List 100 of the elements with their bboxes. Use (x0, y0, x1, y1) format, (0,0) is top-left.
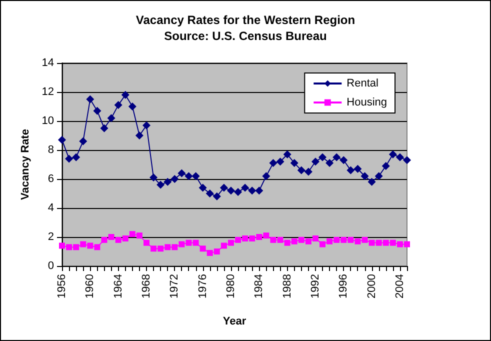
point (226, 186, 235, 195)
point (156, 180, 165, 189)
point (382, 240, 389, 246)
point (228, 240, 234, 246)
point (66, 244, 72, 250)
point (59, 242, 65, 249)
point (101, 236, 108, 243)
y-tick-label: 12 (42, 86, 54, 98)
point (72, 153, 80, 162)
point (73, 244, 80, 250)
point (404, 241, 410, 248)
x-tick-label: 1972 (168, 274, 181, 298)
point (283, 150, 292, 158)
point (340, 236, 347, 243)
legend-label: Rental (346, 78, 378, 90)
point (346, 166, 355, 174)
x-tick-label: 1984 (253, 274, 266, 298)
point (158, 246, 164, 252)
point (255, 186, 264, 195)
y-tick-label: 6 (48, 173, 54, 185)
point (128, 102, 136, 110)
x-axis-title: Year (222, 316, 247, 328)
point (58, 136, 66, 144)
point (290, 159, 298, 168)
point (320, 241, 326, 248)
point (115, 236, 122, 243)
point (235, 236, 242, 243)
point (121, 90, 130, 99)
point (396, 153, 404, 162)
point (93, 106, 102, 115)
point (143, 240, 150, 246)
point (150, 174, 158, 182)
point (291, 238, 298, 244)
point (234, 188, 242, 196)
point (172, 244, 178, 250)
point (206, 190, 214, 198)
point (298, 236, 304, 243)
point (262, 172, 270, 180)
point (312, 235, 318, 242)
point (214, 248, 220, 254)
x-tick-label: 1996 (338, 274, 350, 298)
point (348, 236, 354, 243)
point (198, 184, 207, 192)
x-tick-label: 1980 (224, 274, 237, 298)
point (256, 234, 262, 240)
y-tick-label: 8 (48, 144, 54, 156)
point (178, 169, 186, 178)
point (248, 186, 256, 195)
y-tick-label: 10 (42, 115, 54, 127)
x-tick-label: 1976 (196, 274, 209, 298)
y-tick-label: 0 (48, 260, 54, 272)
point (241, 184, 250, 192)
x-tick-label: 1956 (56, 274, 68, 298)
point (186, 240, 192, 246)
point (368, 178, 376, 186)
point (107, 114, 116, 122)
y-tick-label: 14 (42, 57, 54, 69)
point (249, 235, 256, 242)
point (304, 168, 312, 176)
point (122, 235, 128, 242)
y-axis-title: Vacancy Rate (19, 129, 32, 200)
point (390, 240, 396, 246)
point (318, 153, 327, 162)
point (269, 159, 278, 168)
point (297, 166, 306, 174)
point (334, 236, 340, 243)
point (263, 232, 270, 239)
y-tick-label: 4 (48, 202, 54, 214)
x-tick-label: 2000 (366, 274, 378, 298)
x-tick-label: 1964 (112, 274, 124, 298)
point (80, 241, 86, 248)
point (277, 236, 284, 243)
point (170, 175, 179, 183)
point (108, 234, 114, 240)
point (305, 238, 312, 244)
point (192, 240, 199, 246)
point (354, 164, 362, 173)
point (354, 238, 361, 244)
x-tick-label: 1968 (140, 274, 152, 298)
point (332, 153, 341, 162)
point (382, 162, 390, 170)
chart-title: Vacancy Rates for the Western Region (136, 13, 356, 27)
point (136, 232, 142, 239)
point (326, 238, 333, 244)
point (242, 235, 248, 242)
x-tick-label: 1992 (309, 274, 322, 298)
point (362, 236, 368, 243)
point (311, 158, 320, 166)
point (376, 240, 382, 246)
point (150, 246, 157, 252)
point (220, 242, 227, 249)
point (368, 240, 375, 246)
point (270, 236, 276, 243)
point (220, 184, 228, 192)
legend-label: Housing (346, 96, 387, 108)
point (87, 242, 94, 249)
point (360, 172, 369, 180)
y-tick-label: 2 (48, 231, 54, 243)
point (212, 192, 221, 200)
point (79, 137, 88, 146)
